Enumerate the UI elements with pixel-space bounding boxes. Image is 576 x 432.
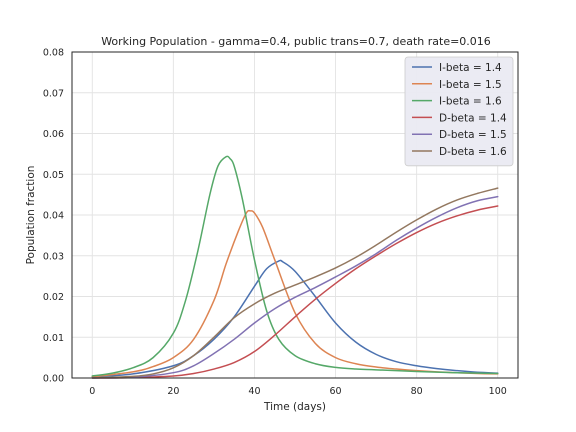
legend-entry: I-beta = 1.5	[439, 79, 502, 91]
x-tick-labels: 0 20 40 60 80 100	[89, 386, 507, 397]
y-tick-label: 0.08	[43, 48, 64, 59]
y-tick-label: 0.05	[43, 170, 64, 181]
x-tick-label: 100	[489, 386, 507, 397]
x-tick-label: 20	[167, 386, 179, 397]
series-line-6	[91, 187, 499, 379]
y-tick-labels: 0.00 0.01 0.02 0.03 0.04 0.05 0.06 0.07 0.08	[43, 48, 64, 385]
chart-title: Working Population - gamma=0.4, public t…	[101, 35, 491, 48]
series-line-2	[91, 209, 499, 378]
y-tick-label: 0.04	[43, 211, 64, 222]
y-tick-label: 0.00	[43, 374, 64, 385]
series-line-1	[91, 259, 499, 378]
y-axis-label: Population fraction	[25, 166, 37, 265]
legend-entry: I-beta = 1.6	[439, 96, 502, 108]
y-tick-label: 0.03	[43, 251, 64, 262]
x-axis-label: Time (days)	[263, 401, 326, 413]
x-tick-label: 40	[248, 386, 260, 397]
y-tick-label: 0.02	[43, 292, 64, 303]
y-tick-label: 0.07	[43, 88, 64, 99]
legend: I-beta = 1.4 I-beta = 1.5 I-beta = 1.6 D-be…	[404, 56, 514, 167]
series-line-4	[91, 205, 499, 379]
legend-entry: D-beta = 1.4	[439, 112, 507, 124]
series-lines	[91, 155, 499, 379]
plot-frame	[71, 51, 519, 379]
legend-entry: D-beta = 1.5	[439, 129, 507, 141]
y-tick-label: 0.01	[43, 333, 64, 344]
legend-entry: D-beta = 1.6	[439, 146, 507, 158]
legend-entry: I-beta = 1.4	[439, 62, 502, 74]
series-line-3	[91, 155, 499, 377]
x-tick-label: 80	[411, 386, 423, 397]
series-line-5	[91, 195, 499, 379]
x-tick-label: 60	[329, 386, 341, 397]
x-tick-label: 0	[89, 386, 95, 397]
y-tick-label: 0.06	[43, 129, 64, 140]
